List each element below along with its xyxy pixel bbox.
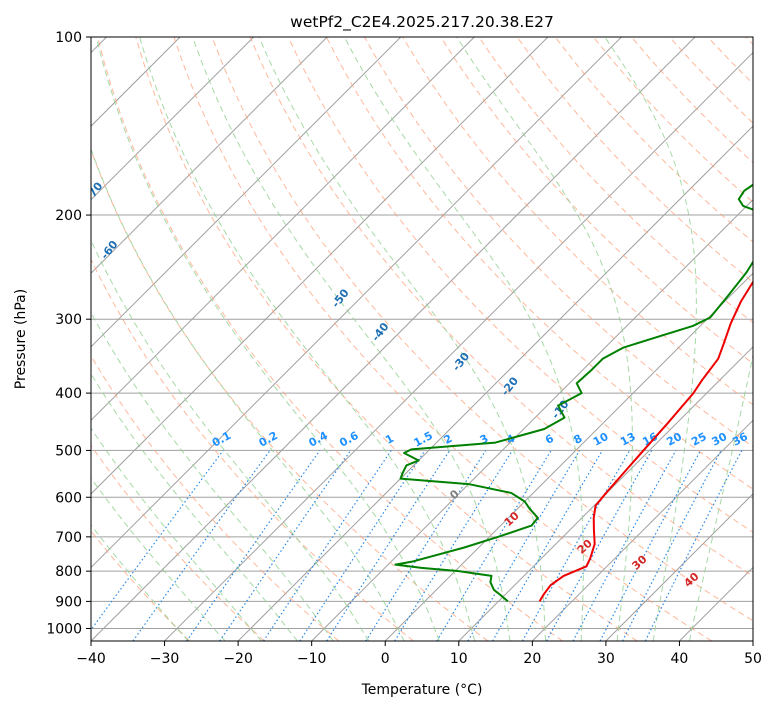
isotherm-line	[91, 37, 328, 274]
mixing-ratio-line	[186, 450, 321, 641]
isotherm-line	[458, 346, 753, 641]
moist-adiabat-line	[604, 37, 697, 641]
x-tick-label: 30	[597, 651, 615, 667]
y-tick-label: 900	[55, 594, 82, 610]
x-tick-label: −40	[76, 651, 106, 667]
x-tick-label: 50	[744, 651, 762, 667]
isotherm-line	[91, 37, 622, 569]
dry-adiabat-line	[325, 37, 753, 490]
chart-title: wetPf2_C2E4.2025.217.20.38.E27	[290, 13, 554, 32]
x-tick-label: 20	[523, 651, 541, 667]
moist-adiabat-line	[688, 352, 753, 641]
isotherm-line	[91, 37, 696, 641]
profile-lines	[394, 183, 753, 603]
x-tick-label: 40	[671, 651, 689, 667]
x-tick-label: 0	[381, 651, 390, 667]
mixing-ratio-label: 13	[618, 430, 638, 449]
isotherm-line	[531, 419, 753, 641]
dry-adiabat-line	[91, 354, 340, 641]
dry-adiabat-line	[135, 37, 638, 641]
moist-adiabat-line	[91, 477, 226, 641]
isotherm-line	[91, 37, 255, 201]
dry-adiabat-line	[249, 37, 753, 577]
mixing-ratio-line	[326, 450, 451, 641]
dry-adiabat-line	[91, 258, 414, 641]
mixing-ratio-label: 20	[664, 430, 684, 449]
y-axis-title: Pressure (hPa)	[13, 289, 29, 389]
temperature-profile-line	[538, 280, 753, 602]
moist-adiabat-line	[91, 239, 370, 641]
mixing-ratio-line	[132, 450, 271, 641]
moist-adiabat-line	[343, 37, 584, 641]
moist-adiabat-line	[139, 37, 476, 641]
dry-adiabat-line	[173, 37, 713, 641]
x-tick-label: −30	[150, 651, 180, 667]
mixing-ratio-label: 25	[689, 430, 709, 449]
moist-adiabat-line	[91, 372, 298, 641]
mixing-ratio-label: 16	[640, 430, 660, 449]
mixing-ratio-label: 30	[710, 430, 730, 449]
mixing-ratio-label: 10	[591, 430, 611, 449]
mixing-ratio-line	[219, 450, 352, 641]
isotherm-line	[237, 125, 753, 641]
isotherm-line	[91, 37, 475, 422]
x-tick-label: −20	[223, 651, 253, 667]
y-tick-label: 500	[55, 443, 82, 459]
y-tick-label: 100	[55, 30, 82, 46]
moist-adiabat-line	[91, 524, 189, 641]
mixing-ratio-line	[263, 450, 392, 641]
y-tick-label: 400	[55, 386, 82, 402]
dry-adiabat-line	[287, 37, 753, 533]
mixing-ratio-line	[572, 450, 677, 641]
moist-adiabat-line	[91, 427, 262, 641]
moist-adiabat-line	[456, 37, 633, 641]
x-tick-label: −10	[297, 651, 327, 667]
plot-frame	[90, 36, 754, 642]
mixing-ratio-line	[644, 450, 743, 641]
isotherm-line	[91, 37, 549, 495]
mixing-ratio-line	[299, 450, 426, 641]
x-tick-label: 10	[450, 651, 468, 667]
moist-adiabat-line	[95, 37, 440, 641]
y-tick-label: 800	[55, 564, 82, 580]
y-tick-label: 600	[55, 490, 82, 506]
moist-adiabat-line	[91, 147, 405, 641]
isotherm-line	[605, 493, 753, 641]
y-tick-label: 300	[55, 312, 82, 328]
isotherm-line	[164, 51, 753, 641]
dry-adiabat-line	[211, 37, 753, 622]
axes: −40 −30 −20 −10 0 10 20 30 40 50 100 200 300 400 500 60…	[46, 30, 762, 667]
mixing-ratio-line	[91, 450, 224, 631]
y-tick-label: 1000	[46, 621, 82, 637]
y-tick-label: 700	[55, 530, 82, 546]
isotherm-line	[311, 198, 753, 641]
mixing-ratio-label: 36	[730, 430, 750, 449]
moist-adiabat-line	[258, 37, 547, 641]
dewpoint-profile-line	[394, 183, 753, 603]
x-axis-title: Temperature (°C)	[361, 682, 483, 698]
mixing-ratio-line	[394, 450, 513, 641]
moist-adiabat-line	[91, 311, 334, 641]
dry-adiabat-line	[91, 444, 265, 641]
y-tick-label: 200	[55, 208, 82, 224]
